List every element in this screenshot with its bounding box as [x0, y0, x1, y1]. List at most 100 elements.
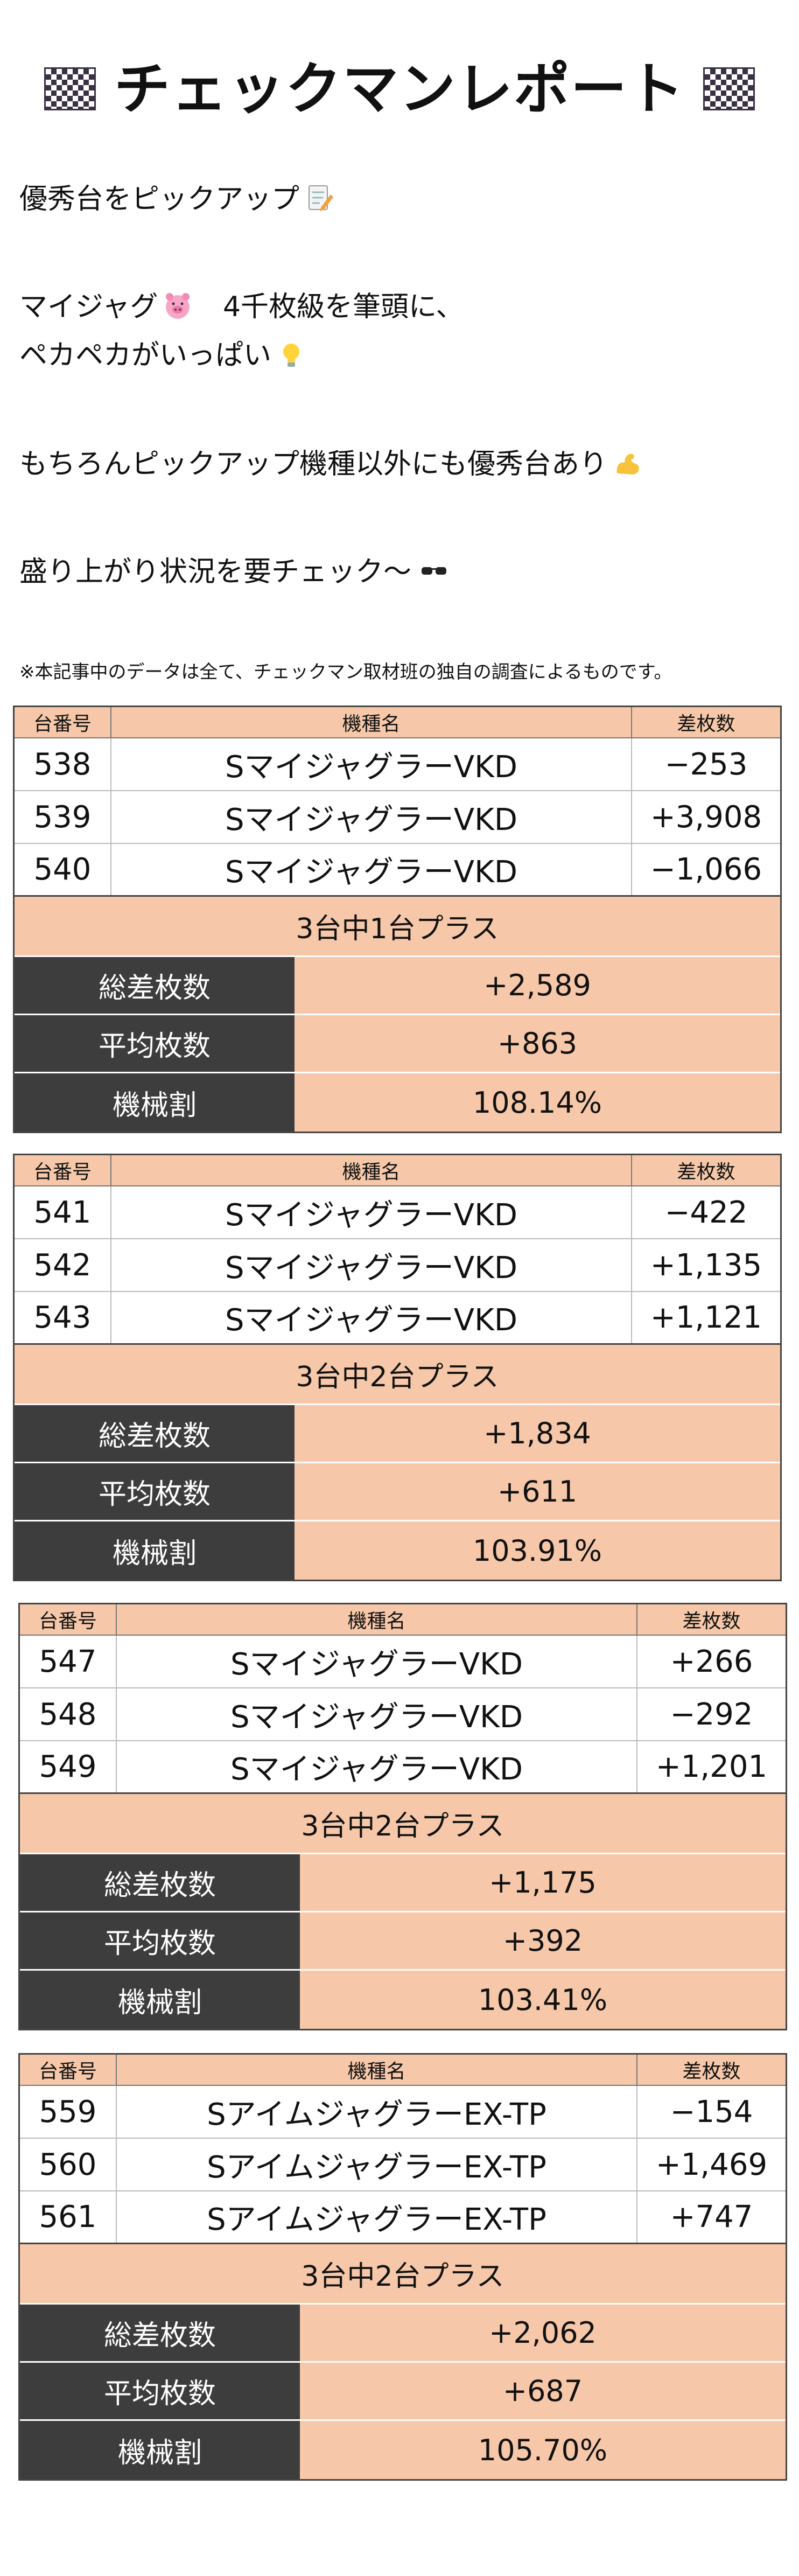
machine-number: 541 — [15, 1186, 111, 1238]
summary-row-payout-rate: 機械割 105.70% — [20, 2421, 786, 2479]
machine-number: 543 — [15, 1292, 111, 1343]
summary-label: 総差枚数 — [15, 1405, 295, 1462]
intro-line-3: ペカペカがいっぱい — [19, 334, 784, 377]
machine-model: SマイジャグラーVKD — [117, 1741, 637, 1792]
summary-value: +863 — [497, 1027, 578, 1060]
machine-number: 542 — [15, 1239, 111, 1291]
summary-row-average: 平均枚数 +392 — [20, 1912, 786, 1971]
summary-label: 総差枚数 — [15, 957, 295, 1014]
column-header-no: 台番号 — [15, 1155, 111, 1185]
summary-label: 平均枚数 — [20, 2363, 300, 2419]
machine-number: 548 — [20, 1688, 117, 1740]
column-header-no: 台番号 — [20, 2055, 117, 2085]
machine-model: SアイムジャグラーEX-TP — [117, 2139, 637, 2190]
machine-model: SマイジャグラーVKD — [111, 1239, 632, 1291]
summary-label: 機械割 — [20, 1971, 300, 2029]
machine-model: SマイジャグラーVKD — [117, 1688, 637, 1740]
summary-label: 総差枚数 — [20, 2305, 300, 2361]
summary-label: 総差枚数 — [20, 1854, 300, 1911]
summary-label: 平均枚数 — [20, 1912, 300, 1969]
column-header-no: 台番号 — [20, 1604, 117, 1635]
summary-panel: 3台中2台プラス 総差枚数 +1,175 平均枚数 +392 機械割 103.4… — [20, 1794, 786, 2029]
summary-value: +392 — [502, 1924, 583, 1958]
coin-difference: +1,121 — [650, 1300, 762, 1335]
page-header: チェックマンレポート — [0, 51, 799, 127]
machine-model: SアイムジャグラーEX-TP — [117, 2191, 637, 2243]
disclaimer-note: ※本記事中のデータは全て、チェックマン取材班の独自の調査によるものです。 — [19, 661, 672, 683]
table-header: 台番号 機種名 差枚数 — [20, 2055, 786, 2086]
machine-model: SマイジャグラーVKD — [111, 738, 632, 790]
summary-row-average: 平均枚数 +611 — [15, 1463, 780, 1521]
coin-difference: +1,469 — [655, 2147, 768, 2182]
machine-number: 538 — [15, 738, 111, 790]
summary-row-total: 総差枚数 +1,175 — [20, 1854, 786, 1912]
coin-difference: −292 — [670, 1697, 753, 1732]
page-title: チェックマンレポート — [114, 56, 685, 122]
intro-line-5: 盛り上がり状況を要チェック〜 — [19, 550, 784, 594]
intro-line-1: 優秀台をピックアップ — [19, 178, 784, 221]
table-row: 542 SマイジャグラーVKD +1,135 — [15, 1239, 780, 1292]
sunglasses-icon — [422, 567, 447, 575]
summary-row-average: 平均枚数 +863 — [15, 1015, 780, 1073]
summary-panel: 3台中2台プラス 総差枚数 +1,834 平均枚数 +611 機械割 103.9… — [15, 1345, 780, 1580]
table-row: 539 SマイジャグラーVKD +3,908 — [15, 791, 780, 844]
machine-number: 547 — [20, 1636, 117, 1687]
coin-difference: +3,908 — [650, 799, 762, 835]
summary-label: 機械割 — [15, 1073, 295, 1132]
summary-value: +687 — [502, 2374, 583, 2408]
column-header-model: 機種名 — [111, 1155, 632, 1185]
intro-line-4: もちろんピックアップ機種以外にも優秀台あり — [19, 443, 784, 486]
column-header-model: 機種名 — [117, 2055, 637, 2085]
table-header: 台番号 機種名 差枚数 — [20, 1604, 786, 1636]
summary-value: +2,589 — [483, 968, 591, 1002]
summary-title: 3台中1台プラス — [15, 897, 780, 957]
summary-value: 103.91% — [472, 1533, 602, 1568]
summary-title: 3台中2台プラス — [20, 1794, 786, 1854]
machine-model: SマイジャグラーVKD — [117, 1636, 637, 1687]
table-header: 台番号 機種名 差枚数 — [15, 707, 780, 738]
table-row: 543 SマイジャグラーVKD +1,121 — [15, 1292, 780, 1345]
machine-model: SアイムジャグラーEX-TP — [117, 2086, 637, 2138]
summary-row-total: 総差枚数 +2,062 — [20, 2305, 786, 2363]
machine-model: SマイジャグラーVKD — [111, 1292, 632, 1343]
machine-number: 549 — [20, 1741, 117, 1792]
summary-row-total: 総差枚数 +1,834 — [15, 1405, 780, 1463]
data-table-group-2: 台番号 機種名 差枚数 541 SマイジャグラーVKD −422 542 Sマイ… — [13, 1154, 782, 1581]
coin-difference: −1,066 — [650, 852, 762, 887]
coin-difference: +266 — [670, 1644, 753, 1679]
summary-value: 103.41% — [478, 1982, 608, 2017]
summary-panel: 3台中2台プラス 総差枚数 +2,062 平均枚数 +687 機械割 105.7… — [20, 2244, 786, 2479]
summary-title: 3台中2台プラス — [20, 2244, 786, 2305]
checkered-flag-icon — [703, 67, 755, 110]
machine-number: 539 — [15, 791, 111, 843]
machine-number: 540 — [15, 844, 111, 895]
summary-title: 3台中2台プラス — [15, 1345, 780, 1405]
light-bulb-icon — [283, 344, 300, 367]
machine-model: SマイジャグラーVKD — [111, 791, 632, 843]
intro-line-2: マイジャグ 4千枚級を筆頭に、 — [19, 291, 464, 323]
summary-row-payout-rate: 機械割 103.41% — [20, 1971, 786, 2029]
column-header-diff: 差枚数 — [677, 713, 735, 735]
summary-value: +1,834 — [483, 1416, 591, 1450]
table-row: 561 SアイムジャグラーEX-TP +747 — [20, 2191, 786, 2244]
column-header-diff: 差枚数 — [682, 2061, 741, 2083]
machine-model: SマイジャグラーVKD — [111, 1186, 632, 1238]
summary-row-payout-rate: 機械割 103.91% — [15, 1521, 780, 1580]
column-header-model: 機種名 — [117, 1604, 637, 1635]
column-header-no: 台番号 — [15, 707, 111, 737]
table-row: 538 SマイジャグラーVKD −253 — [15, 738, 780, 791]
machine-number: 561 — [20, 2191, 117, 2243]
table-header: 台番号 機種名 差枚数 — [15, 1155, 780, 1186]
memo-icon — [309, 185, 334, 211]
coin-difference: −154 — [670, 2094, 753, 2130]
summary-label: 平均枚数 — [15, 1463, 295, 1520]
flexed-biceps-icon — [616, 453, 639, 474]
data-table-group-1: 台番号 機種名 差枚数 538 SマイジャグラーVKD −253 539 Sマイ… — [13, 706, 782, 1133]
table-row: 560 SアイムジャグラーEX-TP +1,469 — [20, 2139, 786, 2191]
pig-face-icon — [166, 293, 190, 319]
machine-number: 559 — [20, 2086, 117, 2138]
column-header-diff: 差枚数 — [682, 1610, 741, 1632]
column-header-diff: 差枚数 — [677, 1161, 735, 1183]
table-row: 541 SマイジャグラーVKD −422 — [15, 1186, 780, 1239]
summary-value: +611 — [497, 1475, 578, 1509]
